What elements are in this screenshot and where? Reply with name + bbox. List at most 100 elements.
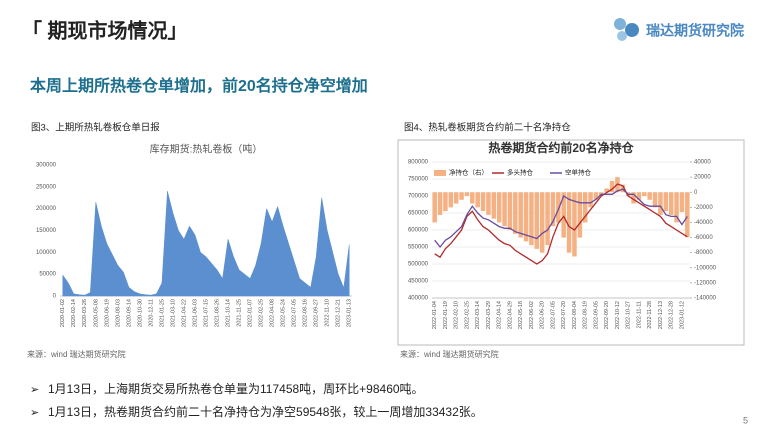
bar xyxy=(561,192,566,238)
legend-label: 空单持仓 xyxy=(565,168,592,177)
bar xyxy=(674,192,679,223)
bar xyxy=(432,192,437,223)
bar xyxy=(534,192,540,249)
bar xyxy=(539,192,545,253)
y2-tick-label: -40000 xyxy=(694,220,713,226)
x-tick-label: 2021-11-25 xyxy=(237,299,243,327)
x-tick-label: 2022-04-08 xyxy=(270,299,276,327)
bar xyxy=(545,192,550,246)
x-tick-label: 2020-03-26 xyxy=(82,299,88,327)
y2-tick-label: 40000 xyxy=(694,160,711,166)
bar xyxy=(443,192,448,212)
x-tick-label: 2023-01-12 xyxy=(679,301,685,329)
x-tick-label: 2022-03-14 xyxy=(475,301,481,329)
bullet-icon: ➢ xyxy=(30,384,39,396)
x-tick-label: 2022-01-04 xyxy=(432,301,438,329)
y2-tick-label: -60000 xyxy=(694,235,713,241)
bar xyxy=(663,192,669,212)
x-tick-label: 2022-06-20 xyxy=(540,301,546,329)
bar xyxy=(582,192,588,223)
bar xyxy=(529,192,534,246)
bar xyxy=(631,192,636,204)
x-tick-label: 2020-10-30 xyxy=(137,299,143,327)
bullet-icon: ➢ xyxy=(30,407,39,419)
y-tick-label: 500000 xyxy=(408,262,429,268)
area xyxy=(62,191,350,297)
bar xyxy=(480,192,486,212)
subtitle: 本周上期所热卷仓单增加，前20名持仓净空增加 xyxy=(30,76,368,95)
x-tick-label: 2021-10-14 xyxy=(225,299,231,327)
bar xyxy=(636,192,642,200)
y-tick-label: 450000 xyxy=(408,279,429,285)
y2-tick-label: -20000 xyxy=(694,205,713,211)
x-tick-label: 2022-03-29 xyxy=(486,301,492,329)
x-tick-label: 2021-08-26 xyxy=(214,299,220,327)
bar xyxy=(668,192,674,215)
bullet: 1月13日，上海期货交易所热卷仓单量为117458吨，周环比+98460吨。 xyxy=(48,381,424,396)
x-tick-label: 2022-12-28 xyxy=(669,301,675,329)
x-tick-label: 2021-06-03 xyxy=(192,299,198,327)
bar xyxy=(593,192,599,200)
chart-caption: 图4、热轧卷板期货合约前二十名净持仓 xyxy=(404,122,571,134)
y-tick-label: 600000 xyxy=(408,228,429,234)
x-tick-label: 2020-12-11 xyxy=(148,299,154,327)
x-tick-label: 2022-11-11 xyxy=(636,301,642,328)
bar xyxy=(679,192,685,212)
x-tick-label: 2020-09-14 xyxy=(126,299,132,327)
bar xyxy=(609,180,615,193)
bar xyxy=(453,192,459,204)
x-tick-label: 2022-09-27 xyxy=(314,299,320,327)
x-tick-label: 2022-08-19 xyxy=(583,301,589,329)
x-tick-label: 2021-03-10 xyxy=(170,299,176,327)
x-tick-label: 2022-11-10 xyxy=(325,299,331,327)
x-tick-label: 2021-01-25 xyxy=(159,299,165,327)
legend-label: 净持仓（右） xyxy=(449,168,488,177)
y2-tick-label: -120000 xyxy=(694,280,717,286)
y2-tick-label: -100000 xyxy=(694,265,717,271)
bar xyxy=(658,192,663,215)
line xyxy=(434,183,688,265)
bar xyxy=(496,192,502,223)
x-tick-label: 2022-01-07 xyxy=(248,299,254,327)
x-tick-label: 2022-09-20 xyxy=(604,301,610,329)
x-tick-label: 2022-02-25 xyxy=(464,301,470,329)
bar xyxy=(486,192,491,215)
bar xyxy=(475,192,480,208)
bar xyxy=(550,192,556,227)
x-tick-label: 2022-06-02 xyxy=(529,301,535,329)
x-tick-label: 2022-02-25 xyxy=(259,299,265,327)
bar xyxy=(513,192,518,234)
bar xyxy=(685,192,690,238)
x-tick-label: 2020-02-14 xyxy=(71,299,77,327)
bar xyxy=(572,192,577,257)
logo-text: 瑞达期货研究院 xyxy=(646,23,744,39)
y-tick-label: 100000 xyxy=(36,250,57,256)
x-tick-label: 2022-04-29 xyxy=(507,301,513,329)
bar xyxy=(459,192,464,200)
bullet: 1月13日，热卷期货合约前二十名净持仓为净空59548张，较上一周增加33432… xyxy=(48,404,483,419)
source-note: 来源：wind 瑞达期货研究院 xyxy=(27,349,126,359)
x-tick-label: 2020-08-03 xyxy=(115,299,121,327)
y2-tick-label: 20000 xyxy=(694,175,711,181)
y-tick-label: 200000 xyxy=(36,206,57,212)
bar xyxy=(507,192,513,230)
x-tick-label: 2022-12-13 xyxy=(658,301,664,329)
y-tick-label: 250000 xyxy=(36,184,57,190)
bar xyxy=(588,192,593,208)
x-tick-label: 2021-07-15 xyxy=(203,299,209,327)
x-tick-label: 2021-04-22 xyxy=(181,299,187,327)
x-tick-label: 2022-05-24 xyxy=(281,299,287,327)
x-tick-label: 2022-04-14 xyxy=(497,301,503,329)
x-tick-label: 2020-06-19 xyxy=(104,299,110,327)
x-tick-label: 2022-08-16 xyxy=(303,299,309,327)
y2-tick-label: -80000 xyxy=(694,250,713,256)
y2-tick-label: 0 xyxy=(694,190,698,196)
x-tick-label: 2022-12-21 xyxy=(336,299,342,327)
source-note: 来源：wind 瑞达期货研究院 xyxy=(400,349,499,359)
x-tick-label: 2023-01-13 xyxy=(347,299,353,327)
line xyxy=(434,188,688,249)
y-tick-label: 700000 xyxy=(408,194,429,200)
y-tick-label: 0 xyxy=(53,294,57,300)
y-tick-label: 800000 xyxy=(408,160,429,166)
y-tick-label: 750000 xyxy=(408,177,429,183)
